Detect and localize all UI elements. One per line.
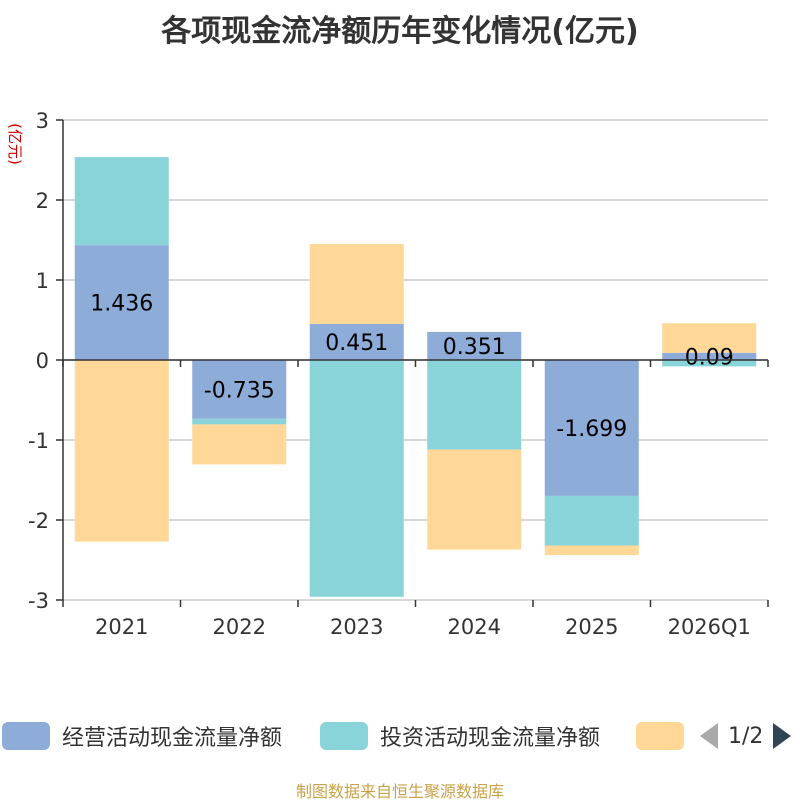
y-tick-label: 1	[36, 269, 49, 293]
legend-page-indicator: 1/2	[728, 723, 764, 749]
data-label: -0.735	[204, 378, 275, 403]
bar-segment	[544, 495, 639, 546]
bar-segment	[427, 449, 522, 550]
y-tick-label: -1	[28, 429, 49, 453]
y-tick-label: 3	[36, 109, 49, 133]
data-label: 0.451	[325, 331, 388, 356]
legend-item-operating[interactable]: 经营活动现金流量净额	[2, 714, 282, 758]
bar-segment	[427, 360, 522, 450]
y-tick-label: 2	[36, 189, 49, 213]
legend-label-investing: 投资活动现金流量净额	[380, 726, 601, 751]
bar-segment	[544, 360, 639, 496]
legend-swatch-operating	[2, 722, 50, 750]
x-tick-label: 2023	[330, 615, 383, 639]
bar-segment	[74, 245, 169, 360]
y-tick-label: -2	[28, 509, 49, 533]
legend: 经营活动现金流量净额 投资活动现金流量净额 1/2	[0, 714, 800, 758]
x-tick-label: 2021	[95, 615, 148, 639]
legend-prev-icon[interactable]	[700, 723, 718, 749]
legend-swatch-financing	[636, 722, 684, 750]
data-label: 1.436	[90, 292, 153, 317]
bar-segment	[309, 243, 404, 324]
bar-segment	[427, 331, 522, 360]
y-axis-unit-label: (亿元)	[6, 123, 24, 165]
bar-segment	[544, 545, 639, 556]
bar-segment	[74, 360, 169, 542]
data-label: 0.351	[443, 335, 506, 360]
legend-label-operating: 经营活动现金流量净额	[62, 726, 283, 751]
source-note: 制图数据来自恒生聚源数据库	[295, 782, 504, 801]
x-tick-label: 2025	[565, 615, 618, 639]
data-label: -1.699	[556, 417, 627, 442]
legend-next-icon[interactable]	[773, 723, 792, 749]
x-tick-label: 2026Q1	[668, 615, 751, 639]
bar-segment	[192, 424, 287, 465]
y-tick-label: 0	[36, 349, 49, 373]
bar-segment	[192, 360, 287, 419]
bar-segment	[74, 157, 169, 246]
y-tick-label: -3	[28, 589, 49, 613]
chart-canvas: 3 2 1 0 -1 -2 -3 (亿元) 1.436 2021 -0.735 2022 0.451 20…	[6, 109, 769, 639]
legend-pager: 1/2	[700, 714, 792, 758]
legend-swatch-investing	[320, 722, 368, 750]
bar-segment	[662, 323, 757, 353]
x-tick-label: 2024	[448, 615, 501, 639]
x-tick-label: 2022	[213, 615, 266, 639]
bar-segment	[309, 323, 404, 360]
data-label: 0.09	[685, 345, 734, 370]
bar-segment	[309, 360, 404, 597]
bar-segment	[192, 418, 287, 425]
legend-item-financing[interactable]	[636, 714, 696, 758]
bar-segment	[662, 360, 757, 367]
chart-title: 各项现金流净额历年变化情况(亿元)	[161, 14, 639, 49]
bar-segment	[662, 352, 757, 360]
legend-item-investing[interactable]: 投资活动现金流量净额	[320, 714, 600, 758]
